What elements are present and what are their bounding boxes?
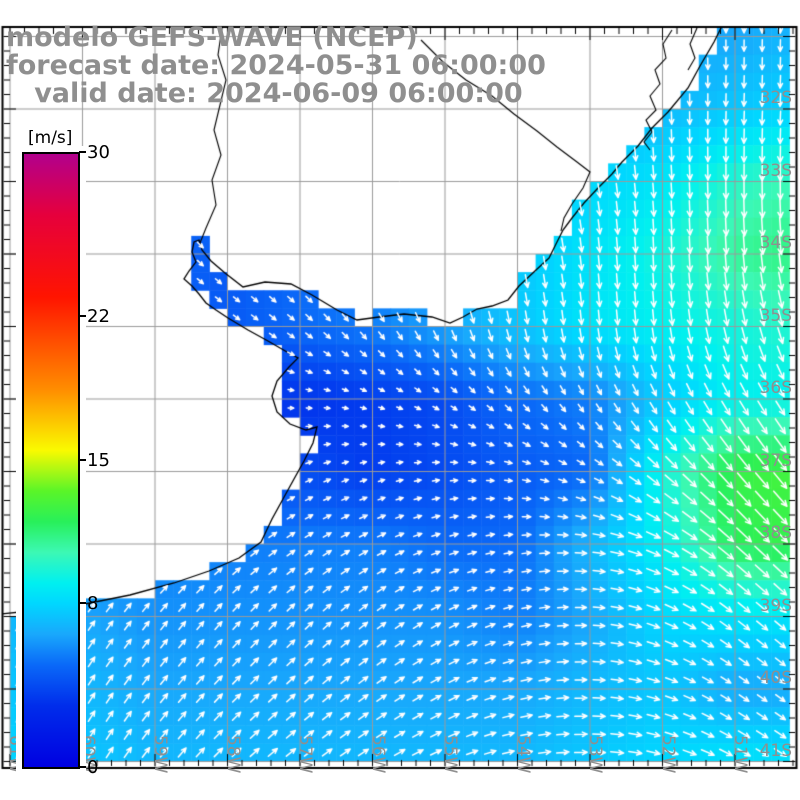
colorbar-tick-mark (79, 766, 86, 768)
colorbar-tick-label: 0 (87, 757, 99, 778)
colorbar-tick-label: 30 (87, 142, 110, 163)
lat-axis-label: 33S (759, 160, 792, 181)
lat-axis-label: 41S (759, 740, 792, 761)
colorbar-tick-mark (79, 151, 86, 153)
lon-axis-label: 57W (295, 735, 315, 774)
model-title: modelo GEFS-WAVE (NCEP) (6, 22, 418, 53)
colorbar-tick-mark (79, 315, 86, 317)
colorbar-tick-label: 15 (87, 449, 110, 471)
lat-axis-label: 40S (759, 668, 792, 688)
lat-axis-label: 34S (759, 233, 792, 253)
valid-date: valid date: 2024-06-09 06:00:00 (6, 78, 523, 109)
colorbar-tick-mark (79, 602, 86, 604)
lat-axis-label: 38S (759, 523, 792, 543)
lat-axis-label: 37S (759, 450, 792, 471)
colorbar-tick-label: 22 (87, 306, 110, 327)
lon-axis-label: 56W (367, 735, 388, 774)
lon-axis-label: 54W (512, 735, 533, 774)
lon-axis-label: 58W (222, 735, 243, 774)
lon-axis-label: 55W (440, 735, 460, 774)
lon-axis-label: 52W (657, 735, 678, 774)
colorbar-tick-mark (79, 458, 86, 461)
lon-axis-label: 59W (150, 735, 170, 774)
title-block: modelo GEFS-WAVE (NCEP) forecast date: 2… (6, 24, 546, 108)
lat-axis-label: 36S (759, 378, 792, 398)
lat-axis-label: 35S (759, 305, 792, 326)
lat-axis-label: 32S (759, 88, 792, 108)
colorbar-gradient (22, 152, 80, 769)
lat-axis-label: 39S (759, 595, 792, 616)
colorbar-unit-label: [m/s] (28, 128, 73, 148)
lon-axis-label: 53W (585, 735, 605, 774)
lon-axis-label: 51W (730, 735, 750, 774)
forecast-date: forecast date: 2024-05-31 06:00:00 (6, 50, 546, 81)
colorbar (16, 146, 86, 775)
colorbar-tick-label: 8 (87, 593, 99, 614)
